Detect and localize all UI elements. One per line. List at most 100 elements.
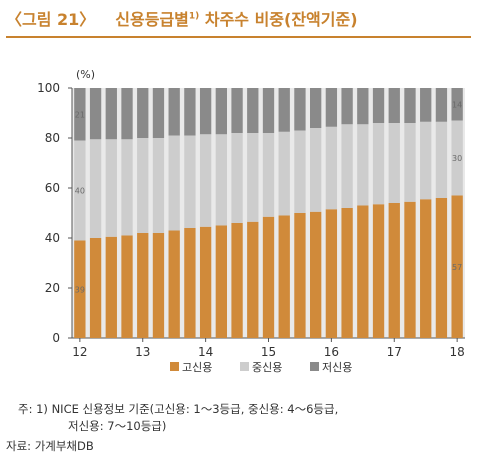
bar-segment-low bbox=[278, 88, 290, 132]
x-tick-label: 13 bbox=[135, 345, 150, 359]
bar-segment-low bbox=[184, 88, 196, 136]
legend-label: 고신용 bbox=[182, 361, 212, 374]
bar-segment-mid bbox=[231, 133, 243, 223]
data-label-first: 40 bbox=[75, 187, 85, 196]
bar-segment-high bbox=[435, 198, 448, 338]
figure-number: 〈그림 21〉 bbox=[6, 10, 96, 29]
y-tick-label: 80 bbox=[45, 131, 60, 145]
legend-swatch bbox=[310, 362, 319, 371]
bar-segment-low bbox=[404, 88, 416, 123]
footnote-line-2: 저신용: 7～10등급) bbox=[68, 419, 167, 433]
bar-segment-mid bbox=[278, 131, 290, 216]
bar-segment-high bbox=[89, 238, 102, 338]
bar-segment-low bbox=[231, 88, 243, 133]
source-note: 자료: 가계부채DB bbox=[6, 439, 94, 453]
bar-segment-low bbox=[420, 88, 432, 122]
bar-segment-high bbox=[105, 236, 117, 338]
data-label-last: 30 bbox=[452, 154, 462, 163]
bar-segment-high bbox=[247, 221, 259, 338]
bar-segment-low bbox=[121, 88, 133, 140]
bar-segment-low bbox=[105, 88, 117, 140]
bar-segment-mid bbox=[89, 139, 102, 238]
title-footnote-mark: 1) bbox=[188, 11, 200, 22]
bar-segment-low bbox=[310, 88, 322, 128]
legend-swatch bbox=[170, 362, 179, 371]
bar-segment-mid bbox=[168, 135, 180, 231]
x-tick-label: 15 bbox=[261, 345, 276, 359]
figure-title-text: 신용등급별1) 차주수 비중(잔액기준) bbox=[115, 6, 357, 30]
x-tick-label: 14 bbox=[198, 345, 213, 359]
figure-title: 〈그림 21〉 신용등급별1) 차주수 비중(잔액기준) bbox=[6, 6, 358, 32]
bar-segment-high bbox=[184, 228, 196, 338]
bar-segment-mid bbox=[184, 135, 196, 228]
bar-segment-mid bbox=[325, 126, 338, 210]
y-tick-label: 20 bbox=[45, 281, 60, 295]
bar-segment-mid bbox=[341, 124, 353, 208]
bar-segment-low bbox=[435, 88, 448, 122]
title-part-2: 차주수 비중(잔액기준) bbox=[199, 10, 358, 29]
bar-segment-high bbox=[341, 208, 353, 338]
bar-segment-low bbox=[325, 88, 338, 127]
bar-segment-high bbox=[199, 226, 212, 338]
bar-segment-low bbox=[137, 88, 149, 138]
y-tick-label: 100 bbox=[37, 81, 60, 95]
data-label-first: 21 bbox=[75, 110, 85, 119]
footnote-line-1: 주: 1) NICE 신용정보 기준(고신용: 1～3등급, 중신용: 4～6등… bbox=[18, 402, 339, 416]
bar-segment-high bbox=[152, 233, 165, 338]
bar-segment-low bbox=[372, 88, 385, 123]
bar-segment-mid bbox=[451, 120, 463, 196]
bar-segment-mid bbox=[152, 138, 165, 233]
bar-segment-mid bbox=[435, 121, 448, 198]
bar-segment-high bbox=[231, 223, 243, 338]
bar-segment-low bbox=[168, 88, 180, 136]
bar-segment-high bbox=[388, 203, 400, 338]
legend-label: 중신용 bbox=[252, 361, 282, 374]
bar-segment-high bbox=[325, 209, 338, 338]
bar-segment-low bbox=[199, 88, 212, 135]
bar-segment-low bbox=[262, 88, 275, 133]
bar-segment-high bbox=[294, 213, 306, 338]
bar-segment-low bbox=[152, 88, 165, 138]
bar-segment-high bbox=[451, 195, 463, 338]
bar-segment-high bbox=[137, 233, 149, 338]
x-tick-label: 18 bbox=[449, 345, 464, 359]
data-label-last: 57 bbox=[452, 263, 462, 272]
x-tick-label: 12 bbox=[72, 345, 87, 359]
bar-segment-low bbox=[451, 88, 463, 121]
bar-segment-mid bbox=[310, 128, 322, 212]
bar-segment-high bbox=[262, 216, 275, 338]
stacked-bar-chart: 0 20 40 60 80 100 (%) 12 13 14 15 16 17 18 39 40 21 57 30 1… bbox=[37, 68, 465, 374]
bar-segment-low bbox=[74, 88, 86, 141]
bar-segment-high bbox=[310, 211, 322, 338]
bar-segment-low bbox=[247, 88, 259, 133]
bar-segment-high bbox=[278, 215, 290, 338]
footnotes: 주: 1) NICE 신용정보 기준(고신용: 1～3등급, 중신용: 4～6등… bbox=[18, 401, 338, 435]
x-tick-label: 16 bbox=[324, 345, 339, 359]
bar-segment-high bbox=[168, 230, 180, 338]
bar-segment-mid bbox=[247, 133, 259, 222]
bar-segment-mid bbox=[215, 134, 227, 226]
bar-segment-high bbox=[404, 201, 416, 338]
bar-segment-low bbox=[89, 88, 102, 140]
bar-segment-high bbox=[357, 205, 369, 338]
bar-segment-mid bbox=[121, 139, 133, 236]
bar-segment-low bbox=[215, 88, 227, 135]
legend-swatch bbox=[240, 362, 249, 371]
legend-label: 저신용 bbox=[322, 361, 352, 374]
data-label-first: 39 bbox=[75, 285, 85, 294]
bar-segment-mid bbox=[388, 123, 400, 203]
title-part-1: 신용등급별 bbox=[115, 10, 189, 29]
bar-segment-mid bbox=[357, 124, 369, 206]
data-label-last: 14 bbox=[452, 100, 462, 109]
bar-segment-mid bbox=[137, 138, 149, 233]
bar-segment-high bbox=[372, 204, 385, 338]
bar-segment-mid bbox=[294, 130, 306, 213]
title-divider bbox=[6, 36, 471, 38]
bar-segment-mid bbox=[199, 134, 212, 227]
bar-segment-mid bbox=[262, 133, 275, 217]
bar-segment-low bbox=[341, 88, 353, 125]
bar-segment-mid bbox=[420, 121, 432, 200]
bar-segment-high bbox=[74, 240, 86, 338]
bar-segment-high bbox=[420, 199, 432, 338]
y-tick-label: 40 bbox=[45, 231, 60, 245]
